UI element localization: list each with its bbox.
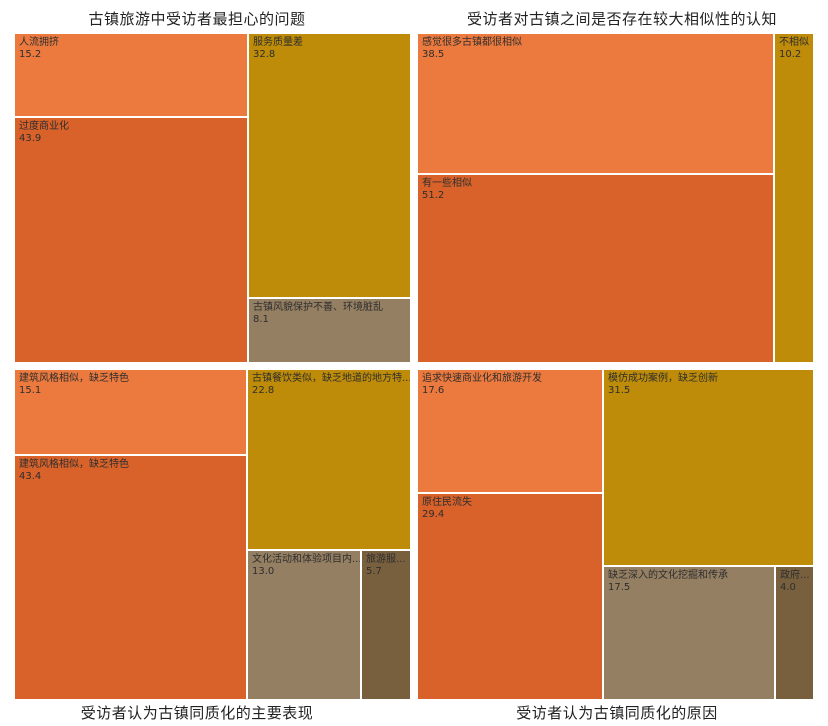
tile-label: 古镇风貌保护不善、环境脏乱 <box>253 302 383 313</box>
tile-value: 43.4 <box>19 471 42 482</box>
treemap-tile[interactable]: 缺乏深入的文化挖掘和传承 17.5 <box>603 566 775 700</box>
tile-label: 人流拥挤 <box>19 37 59 48</box>
tile-value: 8.1 <box>253 314 269 325</box>
tile-label: 追求快速商业化和旅游开发 <box>422 373 542 384</box>
treemap-tile[interactable]: 服务质量差 32.8 <box>248 33 411 298</box>
tile-value: 31.5 <box>608 385 631 396</box>
tile-label: 感觉很多古镇都很相似 <box>422 37 522 48</box>
tile-value: 38.5 <box>422 49 445 60</box>
treemap-tile[interactable]: 建筑风格相似，缺乏特色 43.4 <box>14 455 247 700</box>
treemap-tile[interactable]: 原住民流失 29.4 <box>417 493 603 700</box>
tile-value: 17.5 <box>608 582 631 593</box>
treemap-tile[interactable]: 不相似 10.2 <box>774 33 814 363</box>
tile-value: 29.4 <box>422 509 445 520</box>
treemap-tile[interactable]: 模仿成功案例，缺乏创新 31.5 <box>603 369 814 566</box>
treemap-tile[interactable]: 感觉很多古镇都很相似 38.5 <box>417 33 774 174</box>
treemap-tile[interactable]: 有一些相似 51.2 <box>417 174 774 363</box>
tile-label: 模仿成功案例，缺乏创新 <box>608 373 718 384</box>
tile-value: 10.2 <box>779 49 802 60</box>
treemap-tile[interactable]: 文化活动和体验项目内... 13.0 <box>247 550 361 700</box>
tile-label: 建筑风格相似，缺乏特色 <box>19 459 129 470</box>
tile-label: 建筑风格相似，缺乏特色 <box>19 373 129 384</box>
tile-value: 15.1 <box>19 385 42 396</box>
tile-label: 过度商业化 <box>19 121 69 132</box>
tile-label: 文化活动和体验项目内... <box>252 554 361 565</box>
treemap-tile[interactable]: 过度商业化 43.9 <box>14 117 248 363</box>
tile-label: 不相似 <box>779 37 809 48</box>
tile-value: 17.6 <box>422 385 445 396</box>
tile-value: 43.9 <box>19 133 42 144</box>
tile-value: 5.7 <box>366 566 382 577</box>
tile-label: 古镇餐饮类似，缺乏地道的地方特... <box>252 373 411 384</box>
tile-label: 政府... <box>780 570 810 581</box>
treemap-tile[interactable]: 旅游服... 5.7 <box>361 550 411 700</box>
chart-3-title: 受访者认为古镇同质化的主要表现 <box>80 704 314 722</box>
treemap-tile[interactable]: 古镇餐饮类似，缺乏地道的地方特... 22.8 <box>247 369 411 550</box>
tile-label: 缺乏深入的文化挖掘和传承 <box>608 570 728 581</box>
tile-value: 32.8 <box>253 49 276 60</box>
treemap-tile[interactable]: 建筑风格相似，缺乏特色 15.1 <box>14 369 247 455</box>
tile-label: 服务质量差 <box>253 37 303 48</box>
treemap-tile[interactable]: 追求快速商业化和旅游开发 17.6 <box>417 369 603 493</box>
tile-value: 22.8 <box>252 385 275 396</box>
tile-label: 原住民流失 <box>422 497 472 508</box>
treemap-tile[interactable]: 人流拥挤 15.2 <box>14 33 248 117</box>
tile-value: 13.0 <box>252 566 275 577</box>
treemap-tile[interactable]: 古镇风貌保护不善、环境脏乱 8.1 <box>248 298 411 363</box>
chart-1-title: 古镇旅游中受访者最担心的问题 <box>88 10 306 28</box>
tile-value: 15.2 <box>19 49 42 60</box>
treemap-tile[interactable]: 政府... 4.0 <box>775 566 814 700</box>
tile-value: 51.2 <box>422 190 445 201</box>
tile-label: 有一些相似 <box>422 178 472 189</box>
chart-2-title: 受访者对古镇之间是否存在较大相似性的认知 <box>466 10 778 28</box>
tile-value: 4.0 <box>780 582 796 593</box>
chart-4-title: 受访者认为古镇同质化的原因 <box>516 704 718 722</box>
tile-label: 旅游服... <box>366 554 406 565</box>
